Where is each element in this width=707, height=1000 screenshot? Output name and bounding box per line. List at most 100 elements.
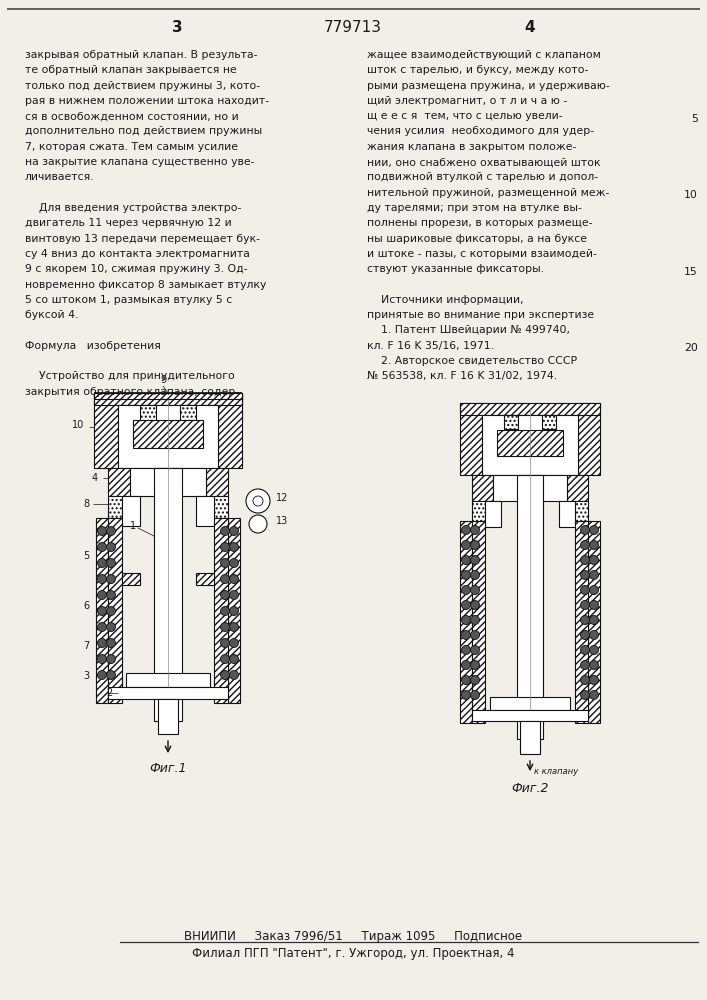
Circle shape (98, 670, 107, 680)
Bar (472, 475, 493, 501)
Circle shape (221, 670, 230, 680)
Text: 5: 5 (691, 114, 698, 124)
Circle shape (580, 615, 590, 624)
Text: ны шариковые фиксаторы, а на буксе: ны шариковые фиксаторы, а на буксе (367, 234, 587, 244)
Circle shape (590, 660, 599, 670)
Bar (94, 393, 242, 399)
Circle shape (470, 585, 479, 594)
Circle shape (470, 676, 479, 684)
Circle shape (590, 585, 599, 594)
Bar (578, 403, 600, 475)
Circle shape (221, 590, 230, 599)
Bar (567, 475, 588, 501)
Text: щ е е с я  тем, что с целью увели-: щ е е с я тем, что с целью увели- (367, 111, 563, 121)
Text: полнены прорези, в которых размеще-: полнены прорези, в которых размеще- (367, 218, 592, 228)
Circle shape (221, 574, 230, 584)
Circle shape (462, 556, 470, 564)
Text: 6: 6 (83, 601, 89, 611)
Bar (130, 468, 206, 496)
Circle shape (470, 660, 479, 670)
Text: 10: 10 (684, 190, 698, 200)
Bar (154, 468, 182, 721)
Circle shape (590, 646, 599, 654)
Text: 4: 4 (525, 19, 535, 34)
Text: шток с тарелью, и буксу, между кото-: шток с тарелью, и буксу, между кото- (367, 65, 588, 75)
Circle shape (470, 631, 479, 640)
Text: жания клапана в закрытом положе-: жания клапана в закрытом положе- (367, 142, 576, 152)
Bar (122, 573, 140, 585)
Bar (460, 521, 472, 723)
Circle shape (221, 622, 230, 632)
Bar (482, 415, 578, 475)
Text: ся в освобожденном состоянии, но и: ся в освобожденном состоянии, но и (25, 111, 239, 121)
Bar (196, 496, 214, 526)
Text: нии, оно снабжено охватывающей шток: нии, оно снабжено охватывающей шток (367, 157, 601, 167)
Bar (140, 405, 156, 421)
Text: только под действием пружины 3, кото-: только под действием пружины 3, кото- (25, 81, 260, 91)
Circle shape (462, 646, 470, 654)
Circle shape (470, 646, 479, 654)
Circle shape (590, 600, 599, 609)
Circle shape (470, 526, 479, 534)
Text: 4: 4 (92, 473, 98, 483)
Circle shape (580, 585, 590, 594)
Circle shape (230, 606, 238, 615)
Circle shape (462, 631, 470, 640)
Text: 9 с якорем 10, сжимая пружину 3. Од-: 9 с якорем 10, сжимая пружину 3. Од- (25, 264, 247, 274)
Text: Формула   изобретения: Формула изобретения (25, 341, 161, 351)
Bar (180, 405, 196, 421)
Bar (460, 403, 600, 415)
Bar (94, 393, 242, 421)
Circle shape (462, 690, 470, 700)
Circle shape (107, 558, 115, 568)
Circle shape (107, 654, 115, 664)
Text: к клапану: к клапану (534, 766, 578, 776)
Bar (126, 673, 210, 687)
Circle shape (98, 622, 107, 632)
Circle shape (462, 540, 470, 550)
Circle shape (221, 654, 230, 664)
Bar (228, 518, 240, 703)
Bar (520, 721, 540, 754)
Circle shape (462, 526, 470, 534)
Bar (214, 518, 228, 703)
Circle shape (221, 526, 230, 536)
Text: буксой 4.: буксой 4. (25, 310, 78, 320)
Text: принятые во внимание при экспертизе: принятые во внимание при экспертизе (367, 310, 594, 320)
Bar (575, 521, 588, 723)
Circle shape (107, 542, 115, 552)
Text: 2: 2 (107, 688, 113, 698)
Circle shape (470, 615, 479, 624)
Circle shape (462, 615, 470, 624)
Circle shape (590, 690, 599, 700)
Bar (588, 521, 600, 723)
Circle shape (462, 600, 470, 609)
Bar (504, 415, 518, 429)
Circle shape (230, 622, 238, 632)
Circle shape (462, 585, 470, 594)
Text: новременно фиксатор 8 замыкает втулку: новременно фиксатор 8 замыкает втулку (25, 279, 267, 290)
Bar (94, 393, 242, 405)
Circle shape (580, 631, 590, 640)
Circle shape (580, 646, 590, 654)
Text: закрывая обратный клапан. В результа-: закрывая обратный клапан. В результа- (25, 50, 257, 60)
Text: 779713: 779713 (324, 19, 382, 34)
Circle shape (470, 570, 479, 580)
Bar (214, 496, 228, 518)
Circle shape (230, 526, 238, 536)
Text: Фиг.1: Фиг.1 (149, 762, 187, 775)
Circle shape (230, 639, 238, 648)
Circle shape (221, 558, 230, 568)
Bar (108, 496, 122, 518)
Bar (490, 697, 570, 710)
Bar (472, 501, 485, 521)
Bar (517, 475, 543, 739)
Text: Источники информации,: Источники информации, (367, 295, 524, 305)
Text: 15: 15 (684, 267, 698, 277)
Circle shape (580, 690, 590, 700)
Circle shape (107, 606, 115, 615)
Text: Для введения устройства электро-: Для введения устройства электро- (25, 203, 241, 213)
Circle shape (230, 590, 238, 599)
Bar (94, 393, 118, 468)
Circle shape (98, 542, 107, 552)
